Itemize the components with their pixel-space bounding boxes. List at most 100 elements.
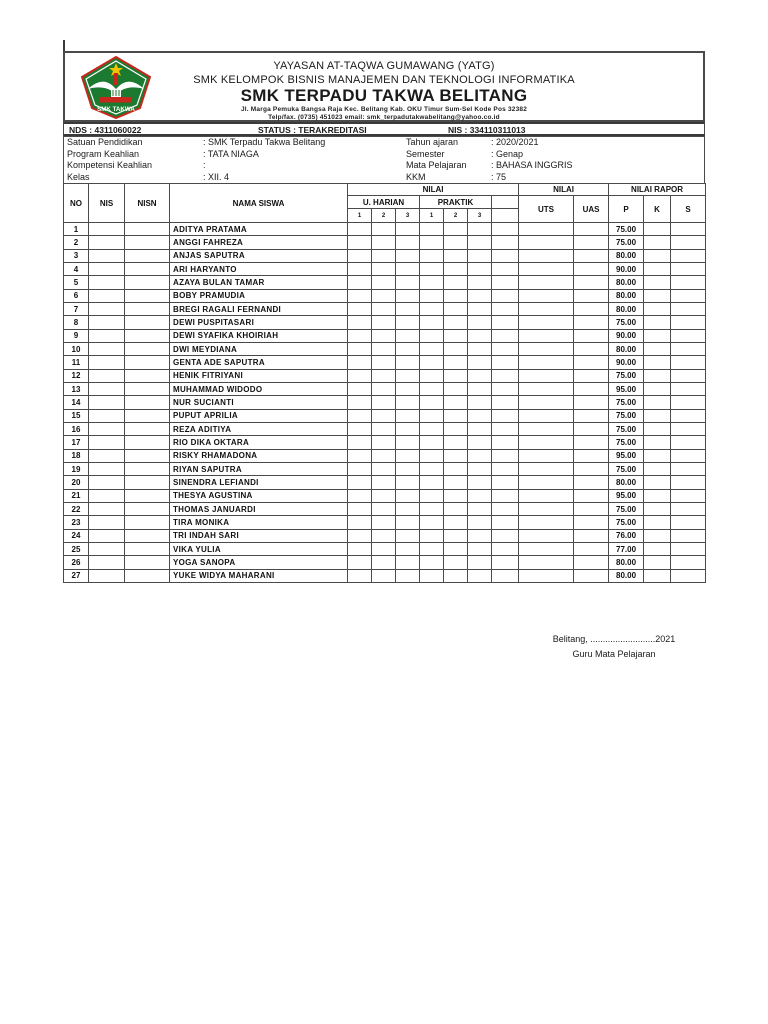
cell-uts [518,421,575,437]
cell-uas [573,341,610,357]
cell-uas [573,421,610,437]
table-row: 2 ANGGI FAHREZA 75.00 [63,235,707,250]
cell-nama: TRI INDAH SARI [169,528,348,543]
cell-uh2 [371,515,396,530]
cell-k [643,261,672,277]
cell-no: 22 [63,501,89,517]
cell-uts [518,355,575,370]
cell-pr1 [419,515,444,530]
cell-uh3 [395,541,420,557]
cell-nis [88,568,125,583]
cell-uas [573,288,610,303]
cell-no: 8 [63,315,89,330]
cell-uh2 [371,275,396,290]
cell-x [490,355,520,370]
cell-uh1 [347,301,372,317]
cell-no: 5 [63,275,89,290]
cell-uh2 [371,301,396,317]
cell-p: 76.00 [608,528,645,543]
info-label: Program Keahlian [67,148,140,159]
cell-uh3 [395,501,420,517]
cell-nis [88,275,125,290]
cell-pr2 [443,381,468,397]
cell-p: 95.00 [608,448,645,463]
spacer-column-header [490,208,520,223]
letterhead: SMK TAKWA YAYASAN AT-TAQWA GUMAWANG (YAT… [63,51,705,122]
cell-no: 23 [63,515,89,530]
cell-pr1 [419,408,444,423]
cell-uh1 [347,515,372,530]
cell-k [643,435,672,450]
cell-k [643,275,672,290]
cell-pr2 [443,328,468,343]
col-header-uts: UTS [518,195,575,223]
cell-uts [518,288,575,303]
cell-p: 95.00 [608,488,645,503]
cell-uh1 [347,368,372,383]
cell-pr1 [419,368,444,383]
nis-number: NIS : 334110311013 [448,125,526,135]
cell-x [490,555,520,570]
cell-k [643,475,672,490]
cell-uh1 [347,355,372,370]
cell-pr1 [419,555,444,570]
cell-uh1 [347,341,372,357]
cell-uts [518,515,575,530]
cell-x [490,328,520,343]
cell-nis [88,381,125,397]
cell-uas [573,501,610,517]
cell-pr2 [443,435,468,450]
cell-s [670,515,707,530]
cell-pr1 [419,488,444,503]
cell-no: 26 [63,555,89,570]
cell-x [490,381,520,397]
cell-uh1 [347,435,372,450]
cell-uh1 [347,381,372,397]
cell-pr2 [443,248,468,263]
cell-no: 9 [63,328,89,343]
cell-uh2 [371,541,396,557]
cell-nisn [124,541,170,557]
cell-pr2 [443,221,468,237]
cell-uts [518,448,575,463]
cell-k [643,528,672,543]
cell-nisn [124,475,170,490]
cell-pr1 [419,235,444,250]
cell-p: 80.00 [608,248,645,263]
cell-uh3 [395,515,420,530]
cell-uas [573,381,610,397]
cell-uh3 [395,261,420,277]
table-row: 15 PUPUT APRILIA 75.00 [63,408,707,423]
cell-p: 80.00 [608,275,645,290]
cell-uts [518,221,575,237]
table-row: 19 RIYAN SAPUTRA 75.00 [63,461,707,477]
cell-nisn [124,435,170,450]
cell-nis [88,235,125,250]
table-row: 26 YOGA SANOPA 80.00 [63,555,707,570]
cell-uts [518,488,575,503]
cell-pr2 [443,515,468,530]
cell-uts [518,381,575,397]
cell-nama: RIO DIKA OKTARA [169,435,348,450]
cell-uh2 [371,435,396,450]
cell-uas [573,235,610,250]
cell-nisn [124,341,170,357]
cell-s [670,248,707,263]
cell-pr3 [467,448,492,463]
cell-pr3 [467,328,492,343]
cell-p: 80.00 [608,341,645,357]
cell-p: 75.00 [608,235,645,250]
cell-p: 75.00 [608,221,645,237]
cell-x [490,248,520,263]
cell-pr1 [419,381,444,397]
cell-p: 95.00 [608,381,645,397]
info-label: Semester [406,148,445,159]
cell-pr2 [443,421,468,437]
signature-block: Belitang, ..........................2021… [534,632,694,662]
cell-nis [88,421,125,437]
cell-s [670,488,707,503]
cell-x [490,435,520,450]
cell-x [490,408,520,423]
cell-s [670,435,707,450]
cell-k [643,515,672,530]
